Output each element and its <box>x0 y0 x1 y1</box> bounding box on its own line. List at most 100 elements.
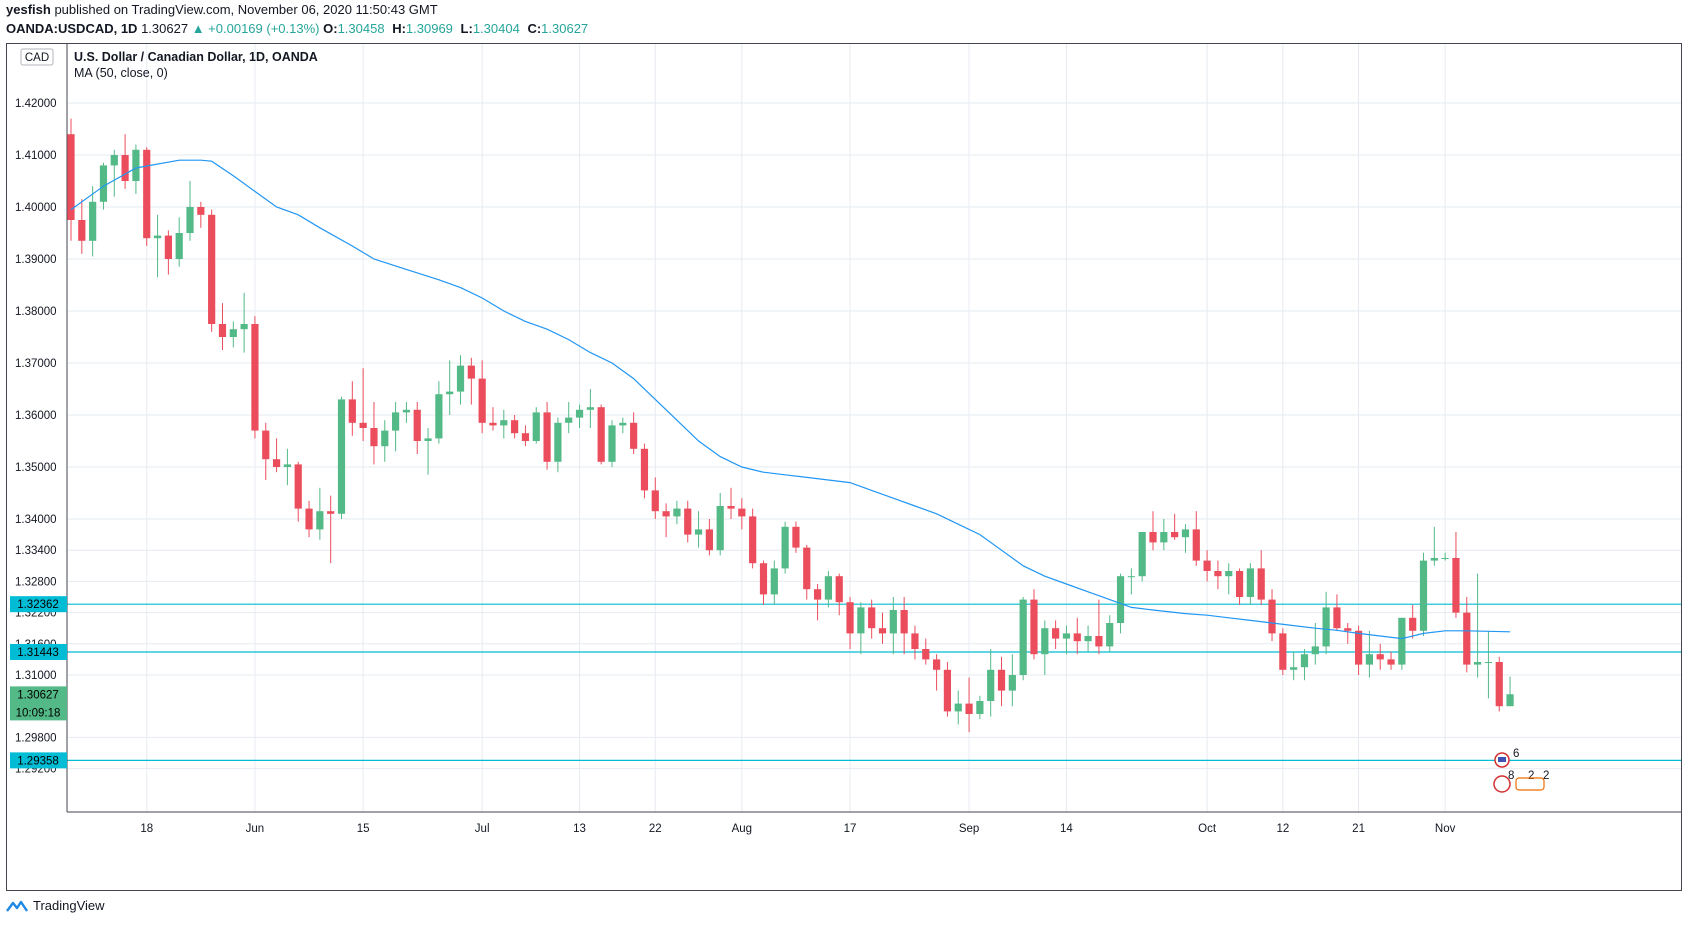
candle-body <box>359 422 367 428</box>
candle-body <box>673 508 681 517</box>
candle-body <box>456 365 465 392</box>
event-badges[interactable]: 6 8 2 2 <box>1493 748 1549 793</box>
candle-body <box>738 508 746 517</box>
hline-tag <box>10 752 67 769</box>
candle-body <box>857 607 865 634</box>
high-value: 1.30969 <box>405 21 453 36</box>
candle-body <box>900 610 908 634</box>
candle <box>1225 563 1233 595</box>
candle-body <box>197 207 205 215</box>
symbol-label: OANDA:USDCAD, 1D <box>6 21 138 36</box>
y-tick-label: 1.35000 <box>15 462 57 474</box>
published-text: published on TradingView.com, November 0… <box>54 2 438 17</box>
x-tick-label: Oct <box>1198 823 1217 835</box>
candlestick-chart[interactable]: 1.42000 1.41000 1.40000 1.39000 1.38000 1.370… <box>7 44 1681 890</box>
candle-body <box>1106 623 1114 647</box>
candle <box>662 503 670 538</box>
candle <box>132 144 140 194</box>
candle <box>1181 524 1190 553</box>
candle <box>1333 594 1341 631</box>
candle-body <box>186 207 194 233</box>
x-tick-label: Sep <box>959 823 979 835</box>
candle-body <box>164 235 172 259</box>
candle-body <box>1474 662 1482 665</box>
candle <box>381 420 389 462</box>
low-label: L: <box>460 21 473 36</box>
time-axis[interactable]: 18 Jun 15 Jul 13 22 Aug 17 Sep 14 Oct 12 21 Nov <box>140 823 1455 835</box>
candle <box>554 417 562 473</box>
candle <box>781 521 789 574</box>
candle <box>749 508 757 569</box>
candle <box>1441 552 1449 561</box>
publisher-username[interactable]: yesfish <box>6 2 51 17</box>
currency-badge[interactable]: CAD <box>20 48 54 66</box>
flag-icon <box>1498 757 1506 762</box>
candle-body <box>1268 599 1276 634</box>
candle-body <box>1062 633 1071 639</box>
candle-body <box>792 526 800 548</box>
y-tick-label: 1.29800 <box>15 732 57 744</box>
candle-body <box>824 576 832 600</box>
candle-body <box>132 149 140 181</box>
chart-frame[interactable]: 1.42000 1.41000 1.40000 1.39000 1.38000 1.370… <box>6 43 1682 891</box>
x-tick-label: Jun <box>246 823 265 835</box>
candle-body <box>651 490 659 512</box>
candle <box>803 545 811 600</box>
candle <box>813 584 822 621</box>
candle-body <box>435 394 443 439</box>
candle <box>348 381 356 436</box>
candle <box>1376 643 1384 670</box>
candle-body <box>554 422 562 462</box>
price-axis[interactable]: 1.42000 1.41000 1.40000 1.39000 1.38000 1.370… <box>15 98 57 776</box>
candle-body <box>1257 568 1265 600</box>
candle-body <box>749 516 757 564</box>
candle-body <box>392 412 400 431</box>
y-tick-label: 1.40000 <box>15 202 57 214</box>
candle-body <box>878 628 887 634</box>
candle <box>208 209 216 332</box>
candle-body <box>218 324 227 337</box>
candle-body <box>1030 599 1038 655</box>
candle-body <box>640 448 649 491</box>
candle <box>911 625 919 660</box>
currency-label: CAD <box>25 52 49 64</box>
candle <box>965 677 973 733</box>
candle-body <box>316 511 324 530</box>
candle-body <box>489 422 497 426</box>
candle-body <box>262 430 270 460</box>
y-tick-label: 1.33400 <box>15 545 57 557</box>
open-value: 1.30458 <box>337 21 385 36</box>
candle-body <box>1225 571 1233 577</box>
candle <box>532 407 540 444</box>
candle <box>1398 617 1406 670</box>
candle-body <box>511 420 519 434</box>
candle <box>521 425 530 447</box>
candle-body <box>889 610 897 634</box>
y-tick-label: 1.34000 <box>15 514 57 526</box>
horizontal-lines <box>67 603 1681 761</box>
candle-body <box>1073 633 1081 642</box>
candle-body <box>283 464 291 467</box>
hline-tag <box>10 643 67 660</box>
candle <box>1019 597 1027 681</box>
candle-body <box>240 324 248 330</box>
candle <box>1235 568 1244 605</box>
candle-body <box>933 659 941 670</box>
candle <box>1203 550 1211 582</box>
candle-body <box>835 576 843 603</box>
candle-body <box>1322 607 1330 647</box>
candle-body <box>1398 617 1406 665</box>
candle-body <box>1181 529 1190 538</box>
candle-body <box>1171 532 1179 538</box>
candle-body <box>684 508 692 535</box>
candle <box>824 571 832 608</box>
candle <box>1062 625 1071 655</box>
candle <box>402 402 411 423</box>
candle-body <box>348 399 356 423</box>
candle <box>294 461 302 522</box>
candle-body <box>1333 607 1341 629</box>
candle-body <box>1149 532 1157 543</box>
candle <box>889 597 897 655</box>
candle <box>1387 651 1395 670</box>
footer-brand[interactable]: TradingView <box>33 898 105 913</box>
